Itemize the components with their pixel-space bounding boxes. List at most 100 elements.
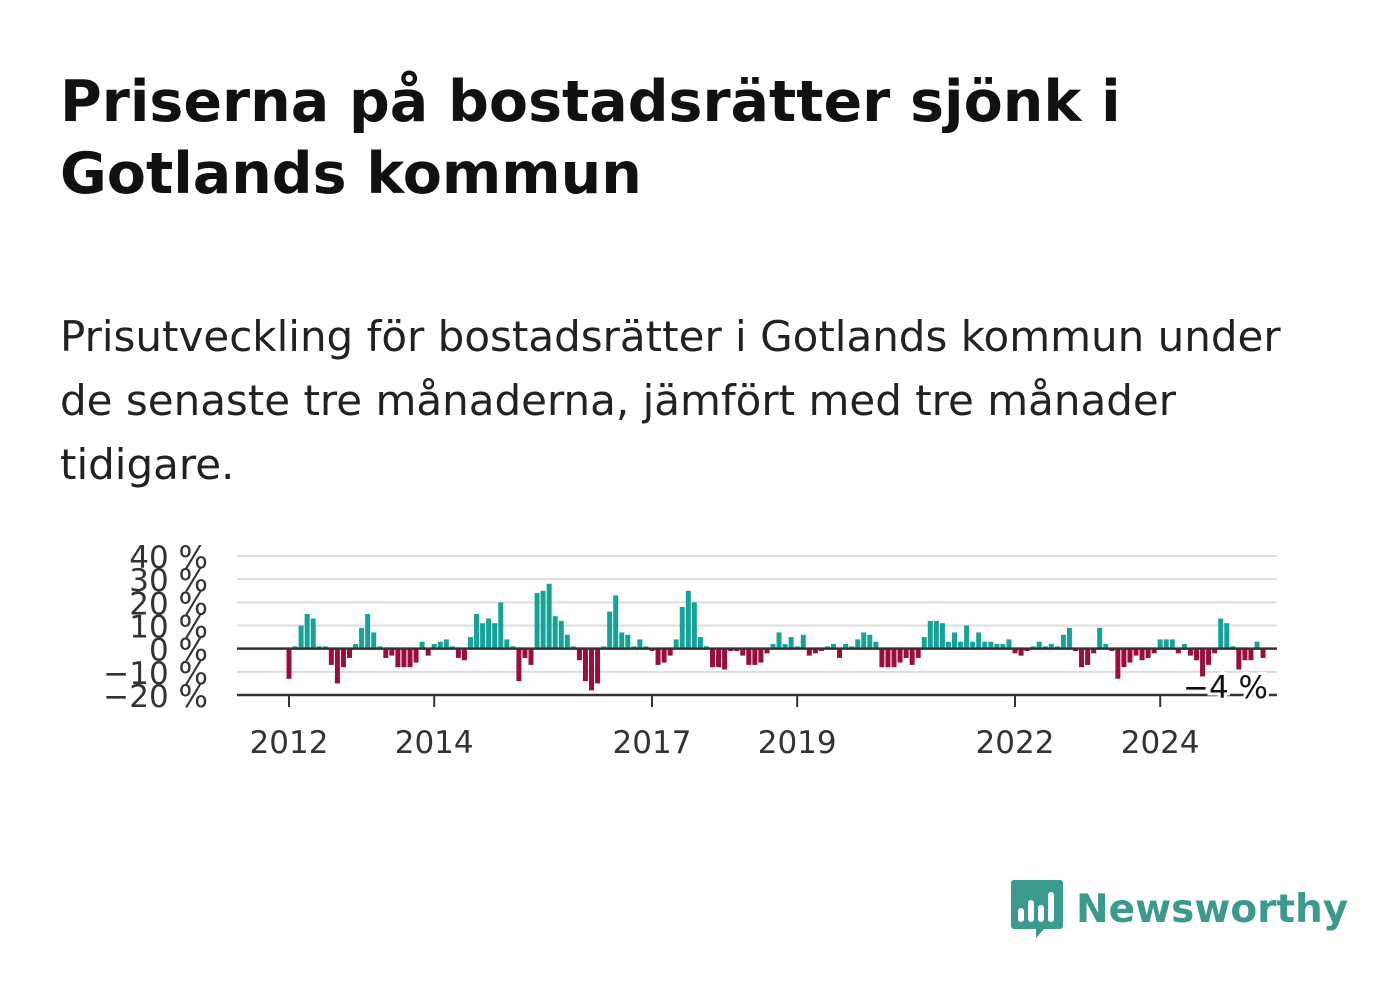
bar — [891, 648, 897, 668]
bar — [546, 583, 552, 649]
bar — [1200, 648, 1206, 677]
bar — [994, 644, 1000, 649]
bar — [782, 644, 788, 649]
bar — [831, 644, 836, 649]
bar — [758, 648, 764, 663]
brand-name: Newsworthy — [1076, 886, 1349, 932]
bar — [528, 648, 534, 665]
bar — [1145, 648, 1151, 658]
bar — [1006, 639, 1012, 649]
y-tick-label: −20 % — [103, 679, 208, 715]
bar — [1212, 648, 1218, 654]
bar — [958, 641, 964, 649]
bar — [685, 590, 691, 649]
bar — [1066, 627, 1072, 649]
x-tick-label: 2019 — [758, 725, 837, 761]
bar — [1224, 623, 1230, 649]
chart-title: Priserna på bostadsrätter sjönk i Gotlan… — [60, 69, 1121, 207]
bars — [286, 583, 1266, 691]
bar — [710, 648, 715, 668]
bar — [697, 637, 703, 649]
bar — [455, 648, 461, 658]
bar — [498, 602, 504, 649]
bar — [909, 648, 915, 665]
y-tick-label: 10 % — [129, 610, 208, 646]
bar — [431, 644, 437, 649]
bar — [1085, 648, 1091, 665]
bar — [1260, 648, 1266, 658]
bar — [365, 613, 371, 649]
bar — [1127, 648, 1133, 663]
bar — [619, 632, 625, 649]
bar — [939, 623, 945, 649]
bar — [1254, 641, 1260, 649]
x-axis-ticks: 2012 2014 2017 2019 2022 2024 — [250, 695, 1200, 761]
bar — [1048, 644, 1054, 649]
bar — [389, 648, 395, 656]
bar — [468, 637, 473, 649]
bar — [461, 648, 467, 661]
bar — [976, 632, 982, 649]
y-tick-label: 40 % — [129, 540, 208, 576]
bar — [915, 648, 921, 658]
bar — [1248, 648, 1254, 661]
bar — [1206, 648, 1212, 665]
bar — [1181, 644, 1187, 649]
bar — [1175, 648, 1181, 654]
x-tick-label: 2012 — [250, 725, 329, 761]
bar — [371, 632, 377, 649]
bar — [873, 641, 879, 649]
bar — [395, 648, 401, 668]
bar — [437, 641, 443, 649]
bar — [1121, 648, 1127, 668]
y-tick-label: 20 % — [129, 586, 208, 622]
bar — [637, 639, 643, 649]
bar — [1091, 648, 1097, 654]
bar — [582, 648, 588, 682]
bar — [855, 639, 861, 649]
bar — [419, 641, 425, 649]
bar — [1242, 648, 1248, 661]
bar — [885, 648, 891, 668]
bar — [552, 616, 558, 649]
bar — [304, 613, 310, 649]
bar — [1103, 644, 1109, 649]
bar — [945, 641, 951, 649]
bar — [800, 634, 806, 649]
bar — [970, 641, 976, 649]
chart-subtitle: Prisutveckling för bostadsrätter i Gotla… — [60, 312, 1281, 489]
bar — [1115, 648, 1121, 679]
bar — [788, 637, 794, 649]
bar — [558, 620, 564, 649]
y-axis-ticks: 40 %30 %20 %10 %0 %−10 %−20 % — [103, 540, 208, 715]
y-tick-label: 0 % — [149, 633, 208, 669]
bar — [1060, 634, 1066, 649]
last-value-annotation: −4 % — [1183, 670, 1268, 706]
bar — [933, 620, 939, 649]
bar — [776, 632, 782, 649]
bar — [540, 590, 546, 649]
bar — [927, 620, 933, 649]
y-tick-label: 30 % — [129, 563, 208, 599]
bar — [492, 623, 498, 649]
brand: Newsworthy — [1010, 878, 1348, 940]
bar — [347, 648, 352, 658]
bar — [667, 648, 673, 656]
bar — [1163, 639, 1169, 649]
bar — [1236, 648, 1242, 670]
bar — [952, 632, 957, 649]
bar — [286, 648, 292, 679]
bar — [340, 648, 346, 668]
bar — [1169, 639, 1175, 649]
bar — [1012, 648, 1018, 654]
bar — [298, 625, 304, 649]
bar — [486, 618, 492, 649]
bar — [522, 648, 528, 658]
bar — [480, 623, 486, 649]
bar — [661, 648, 667, 663]
bar — [595, 648, 601, 684]
x-tick-label: 2014 — [395, 725, 474, 761]
bar — [413, 648, 419, 663]
bar — [353, 644, 359, 649]
bar — [425, 648, 431, 656]
